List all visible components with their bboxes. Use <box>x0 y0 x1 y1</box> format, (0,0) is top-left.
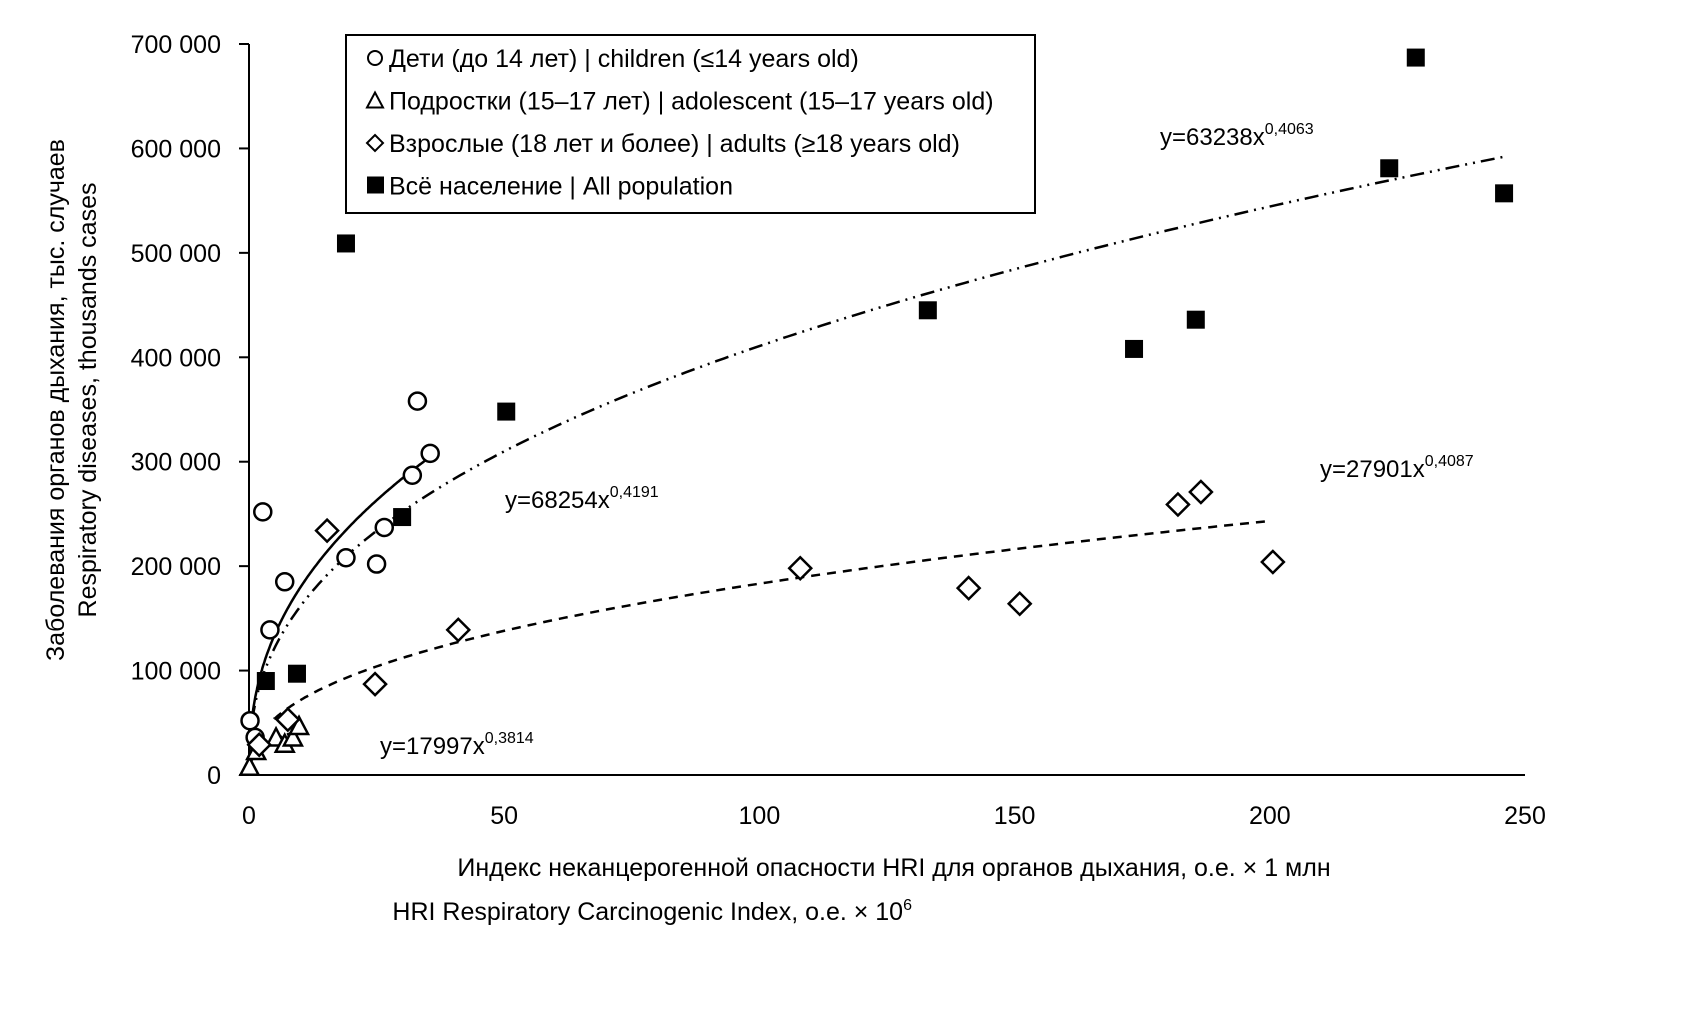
y-tick-label: 600 000 <box>131 135 221 163</box>
x-tick-label: 0 <box>242 802 256 830</box>
legend-marker-diamond <box>365 133 385 153</box>
point-square <box>918 301 937 320</box>
point-circle <box>407 391 428 411</box>
y-tick-label: 300 000 <box>131 449 221 477</box>
point-square <box>336 234 355 253</box>
legend-marker-circle <box>367 50 383 66</box>
point-square <box>1380 159 1399 178</box>
data-points <box>238 48 1514 776</box>
trendlines <box>248 155 1505 770</box>
y-axis-label-en: Respiratory diseases, thousands cases <box>74 183 102 618</box>
trend-equation-square: y=63238x0,4063 <box>1160 121 1314 151</box>
trend-equation-triangle: y=17997x0,3814 <box>380 730 534 760</box>
trendline-circle <box>248 455 431 755</box>
point-circle <box>253 502 273 522</box>
point-diamond <box>1165 491 1191 518</box>
x-tick-label: 50 <box>490 802 518 830</box>
point-diamond <box>314 517 340 544</box>
legend-label: Дети (до 14 лет) | children (≤14 years o… <box>389 45 859 73</box>
point-square <box>393 508 412 527</box>
y-tick-label: 500 000 <box>131 240 221 268</box>
y-tick-label: 100 000 <box>131 658 221 686</box>
x-axis-label-en: HRI Respiratory Carcinogenic Index, o.e.… <box>392 897 912 926</box>
y-axis-label: Заболевания органов дыхания, тыс. случае… <box>42 139 70 661</box>
point-circle <box>402 465 423 486</box>
y-tick-label: 700 000 <box>131 31 221 59</box>
equation-exponent: 0,4087 <box>1425 453 1474 470</box>
point-circle <box>274 572 295 592</box>
point-square <box>1186 310 1205 329</box>
point-diamond <box>362 671 388 697</box>
equation-exponent: 0,4063 <box>1265 121 1314 138</box>
point-diamond <box>1006 590 1033 617</box>
point-triangle <box>281 725 304 747</box>
equation-base: y=68254x <box>505 487 610 514</box>
point-diamond <box>246 731 272 758</box>
point-square <box>287 664 306 683</box>
equation-base: y=63238x <box>1160 124 1265 151</box>
point-square <box>1495 184 1514 203</box>
point-circle <box>366 554 387 574</box>
point-square <box>1125 339 1144 358</box>
point-diamond <box>1188 479 1214 505</box>
point-square <box>1406 48 1425 67</box>
point-circle <box>374 517 395 538</box>
point-diamond <box>955 575 982 601</box>
legend-label: Подростки (15–17 лет) | adolescent (15–1… <box>389 88 994 116</box>
equation-base: y=27901x <box>1320 456 1425 483</box>
point-diamond <box>787 555 813 581</box>
y-tick-label: 200 000 <box>131 553 221 581</box>
x-axis-label-en-text: HRI Respiratory Carcinogenic Index, o.e.… <box>392 898 903 926</box>
axis-titles: Индекс неканцерогенной опасности HRI для… <box>42 139 1331 926</box>
x-axis-label-sup: 6 <box>903 897 912 914</box>
legend-box <box>345 34 1036 214</box>
trend-equation-circle: y=68254x0,4191 <box>505 484 659 514</box>
point-square <box>497 402 516 421</box>
point-circle <box>420 443 440 464</box>
point-diamond <box>275 706 301 733</box>
point-square <box>256 672 275 691</box>
point-diamond <box>1260 549 1286 575</box>
legend-marker-triangle <box>365 90 385 109</box>
point-diamond <box>445 617 472 643</box>
y-tick-label: 0 <box>207 762 221 790</box>
legend-marker-square <box>367 176 384 194</box>
x-tick-label: 150 <box>994 802 1036 830</box>
x-tick-label: 200 <box>1249 802 1291 830</box>
trend-equation-diamond: y=27901x0,4087 <box>1320 453 1474 483</box>
y-tick-label: 400 000 <box>131 344 221 372</box>
trendline-diamond <box>273 519 1270 720</box>
trend-equations: y=68254x0,4191y=17997x0,3814y=27901x0,40… <box>380 121 1474 760</box>
equation-exponent: 0,3814 <box>485 730 534 747</box>
point-circle <box>260 620 280 640</box>
x-tick-label: 100 <box>739 802 781 830</box>
point-circle <box>240 710 260 731</box>
equation-exponent: 0,4191 <box>610 484 659 501</box>
x-axis-label: Индекс неканцерогенной опасности HRI для… <box>457 854 1330 882</box>
point-triangle <box>238 755 261 776</box>
equation-base: y=17997x <box>380 733 485 760</box>
point-circle <box>336 548 356 568</box>
legend-label: Всё население | All population <box>389 173 733 201</box>
axes: 0 100 000 200 000 300 000 400 000 500 000 600 … <box>131 31 1546 830</box>
legend-label: Взрослые (18 лет и более) | adults (≥18 … <box>389 130 960 158</box>
x-tick-label: 250 <box>1504 802 1546 830</box>
legend: Дети (до 14 лет) | children (≤14 years o… <box>345 34 1036 214</box>
